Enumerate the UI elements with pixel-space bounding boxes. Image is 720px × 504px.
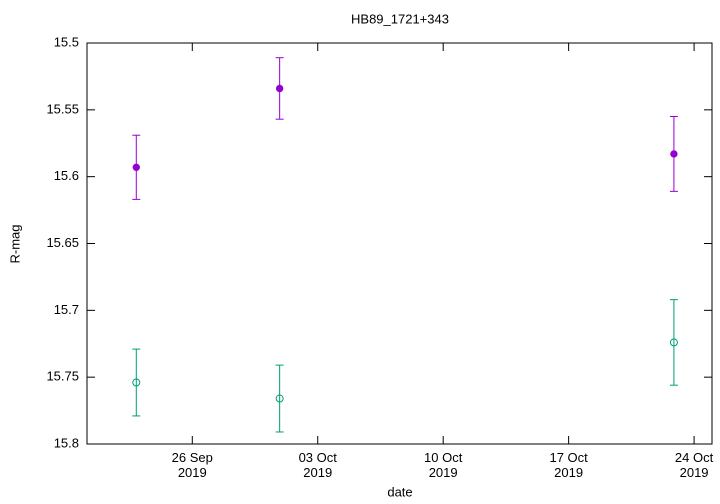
chart-title: HB89_1721+343 — [351, 11, 449, 26]
y-tick-label: 15.8 — [54, 435, 79, 450]
y-tick-label: 15.75 — [46, 369, 79, 384]
error-bar — [669, 299, 678, 386]
data-point — [669, 338, 678, 347]
data-point — [275, 394, 284, 403]
plot-frame — [86, 42, 713, 445]
x-tick-label: 24 Oct 2019 — [674, 450, 714, 480]
y-tick-label: 15.7 — [54, 302, 79, 317]
error-bar — [275, 364, 284, 433]
error-bar — [132, 348, 141, 417]
y-tick-label: 15.55 — [46, 101, 79, 116]
x-tick-label: 03 Oct 2019 — [298, 450, 337, 480]
x-tick-label: 26 Sep 2019 — [171, 450, 213, 480]
y-axis-label: R-mag — [7, 224, 22, 263]
data-point — [132, 378, 141, 387]
y-tick-label: 15.5 — [54, 34, 79, 49]
data-point — [670, 150, 678, 158]
x-axis-label: date — [387, 484, 412, 499]
x-tick-label: 10 Oct 2019 — [424, 450, 463, 480]
y-tick-label: 15.65 — [46, 235, 79, 250]
y-tick-label: 15.6 — [54, 168, 79, 183]
data-point — [275, 84, 284, 93]
x-tick-label: 17 Oct 2019 — [549, 450, 588, 480]
data-point — [132, 163, 140, 172]
